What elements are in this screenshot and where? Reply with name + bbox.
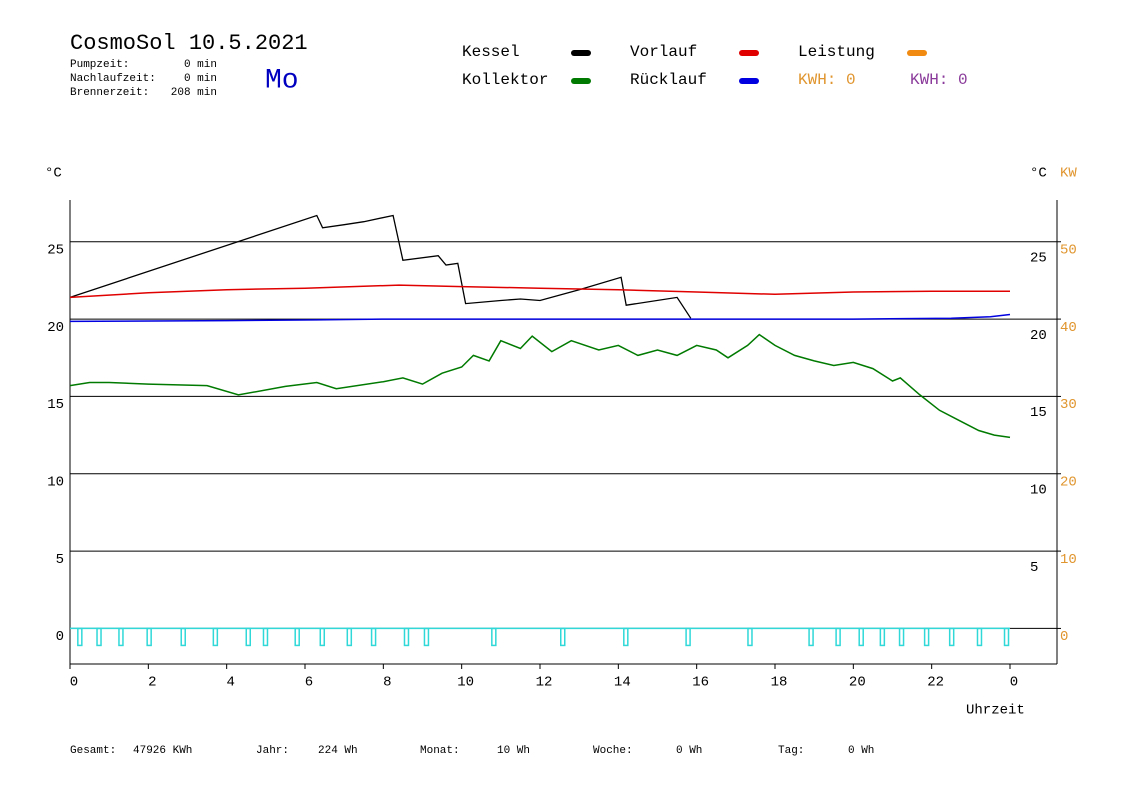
pump-marker — [294, 627, 300, 647]
y2-tick-label: 50 — [1060, 242, 1077, 258]
y2-tick-label: 0 — [1060, 629, 1068, 645]
pump-marker — [370, 627, 377, 647]
y-right-tick-label: 15 — [1030, 405, 1047, 421]
x-tick-label: 0 — [1010, 675, 1018, 691]
legend-label: Kollektor — [462, 71, 548, 89]
y2-tick-label: 20 — [1060, 474, 1077, 490]
legend-label: Vorlauf — [630, 43, 697, 61]
y2-unit: KW — [1060, 166, 1077, 182]
kwh-label: KWH: 0 — [798, 71, 856, 89]
footer-label: Woche: — [593, 745, 633, 757]
pump-marker — [898, 627, 905, 647]
y-right-tick-label: 25 — [1030, 250, 1047, 266]
pump-marker — [180, 627, 186, 647]
legend-label: Rücklauf — [630, 71, 707, 89]
y-right-tick-label: 5 — [1030, 560, 1038, 576]
y-label: °C — [45, 166, 62, 182]
pump-marker — [423, 627, 430, 647]
pump-marker — [976, 627, 983, 647]
footer-label: Gesamt: — [70, 745, 116, 757]
x-tick-label: 18 — [771, 675, 788, 691]
pump-marker — [262, 627, 269, 647]
x-tick-label: 22 — [927, 675, 944, 691]
series-line — [69, 214, 692, 319]
pump-marker — [858, 627, 864, 647]
footer-value: 10 Wh — [497, 745, 530, 757]
legend-label: Leistung — [798, 43, 875, 61]
stat-label: Nachlaufzeit: — [70, 73, 156, 85]
pump-marker — [1003, 627, 1010, 647]
y-tick-label: 15 — [47, 397, 64, 413]
x-tick-label: 6 — [305, 675, 313, 691]
x-tick-label: 8 — [383, 675, 391, 691]
pump-marker — [403, 627, 410, 647]
y-tick-label: 10 — [47, 474, 64, 490]
x-tick-label: 16 — [692, 675, 709, 691]
x-tick-label: 10 — [457, 675, 474, 691]
x-tick-label: 0 — [70, 675, 78, 691]
pump-marker — [491, 627, 497, 647]
stat-label: Pumpzeit: — [70, 59, 129, 71]
pump-marker — [118, 627, 124, 647]
y-tick-label: 0 — [56, 629, 64, 645]
y-right-tick-label: 10 — [1030, 482, 1047, 498]
footer-label: Tag: — [778, 745, 804, 757]
pump-marker — [948, 627, 955, 647]
series-line — [69, 333, 1011, 439]
x-label: Uhrzeit — [966, 703, 1025, 719]
footer-label: Jahr: — [256, 745, 289, 757]
stat-value: 208 min — [171, 87, 217, 99]
pump-marker — [747, 627, 753, 647]
footer-value: 47926 KWh — [133, 745, 192, 757]
pump-marker — [146, 627, 152, 647]
pump-marker — [245, 627, 251, 647]
pump-marker — [319, 627, 326, 647]
pump-marker — [923, 627, 930, 647]
footer-value: 0 Wh — [848, 745, 874, 757]
pump-marker — [623, 627, 629, 647]
legend-label: Kessel — [462, 43, 520, 61]
x-tick-label: 14 — [614, 675, 631, 691]
footer-label: Monat: — [420, 745, 460, 757]
x-tick-label: 2 — [148, 675, 156, 691]
y2-tick-label: 30 — [1060, 397, 1077, 413]
pump-marker — [212, 627, 219, 647]
pump-marker — [96, 627, 102, 647]
pump-marker — [808, 627, 814, 647]
x-tick-label: 12 — [536, 675, 553, 691]
stat-value: 0 min — [184, 73, 217, 85]
y2-tick-label: 10 — [1060, 552, 1077, 568]
y-tick-label: 20 — [47, 320, 64, 336]
day: Mo — [265, 65, 299, 96]
y2-label: °C — [1030, 166, 1047, 182]
x-tick-label: 20 — [849, 675, 866, 691]
pump-marker — [560, 627, 566, 647]
pump-marker — [879, 627, 886, 647]
title: CosmoSol 10.5.2021 — [70, 31, 308, 56]
pump-marker — [685, 627, 691, 647]
y2-tick-label: 40 — [1060, 320, 1077, 336]
stat-value: 0 min — [184, 59, 217, 71]
footer-value: 224 Wh — [318, 745, 358, 757]
stat-label: Brennerzeit: — [70, 87, 149, 99]
kwh-label: KWH: 0 — [910, 71, 968, 89]
pump-marker — [835, 627, 841, 647]
y-tick-label: 25 — [47, 242, 64, 258]
pump-marker — [77, 627, 83, 647]
footer-value: 0 Wh — [676, 745, 702, 757]
series-line — [69, 313, 1011, 323]
y-tick-label: 5 — [56, 552, 64, 568]
y-right-tick-label: 20 — [1030, 328, 1047, 344]
pump-marker — [346, 627, 353, 647]
series-line — [69, 284, 1010, 299]
x-tick-label: 4 — [226, 675, 234, 691]
